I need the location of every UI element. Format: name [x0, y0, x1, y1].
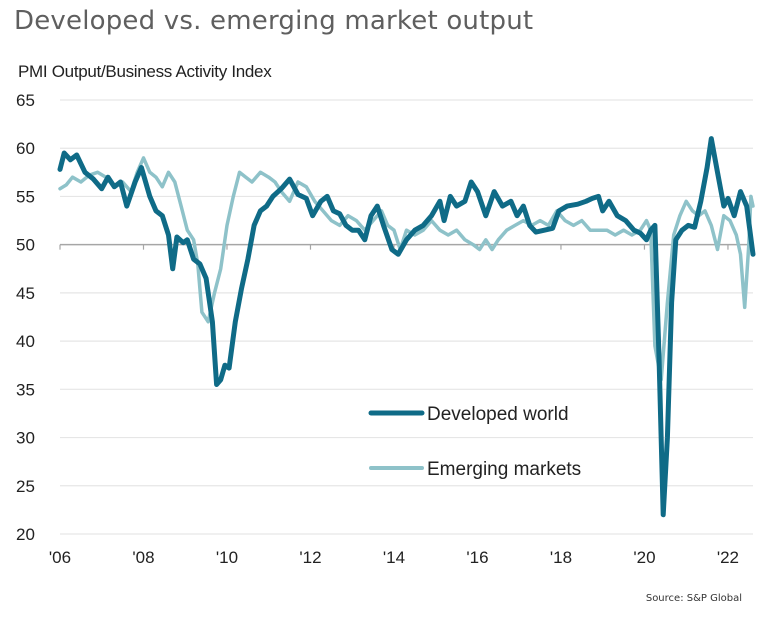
y-tick-label: 20 [16, 525, 35, 544]
x-tick-label: '08 [132, 548, 154, 567]
y-tick-label: 55 [16, 187, 35, 206]
y-tick-label: 25 [16, 477, 35, 496]
y-tick-label: 40 [16, 332, 35, 351]
x-tick-label: '12 [299, 548, 321, 567]
x-tick-label: '16 [466, 548, 488, 567]
x-tick-label: '20 [633, 548, 655, 567]
x-tick-label: '18 [550, 548, 572, 567]
series-line-developed-world [57, 136, 756, 518]
y-tick-label: 35 [16, 380, 35, 399]
x-tick-label: '06 [49, 548, 71, 567]
legend-label: Developed world [427, 404, 569, 425]
source-note: Source: S&P Global [645, 593, 742, 604]
y-tick-label: 45 [16, 284, 35, 303]
series-line-emerging-markets [58, 156, 755, 382]
y-tick-label: 50 [16, 236, 35, 255]
y-tick-label: 30 [16, 429, 35, 448]
y-tick-label: 65 [16, 91, 35, 110]
series-lines [57, 136, 756, 518]
x-tick-label: '22 [717, 548, 739, 567]
x-tick-label: '14 [383, 548, 405, 567]
y-axis-ticks: 65 60 55 50 45 40 35 30 25 20 [16, 91, 35, 544]
x-axis-ticks: '06 '08 '10 '12 '14 '16 '18 '20 '22 [49, 244, 739, 567]
x-tick-label: '10 [216, 548, 238, 567]
y-axis-label: PMI Output/Business Activity Index [18, 62, 272, 81]
y-tick-label: 60 [16, 139, 35, 158]
chart-title: Developed vs. emerging market output [14, 6, 534, 36]
legend: Developed world Emerging markets [368, 404, 581, 480]
legend-label: Emerging markets [427, 459, 581, 480]
